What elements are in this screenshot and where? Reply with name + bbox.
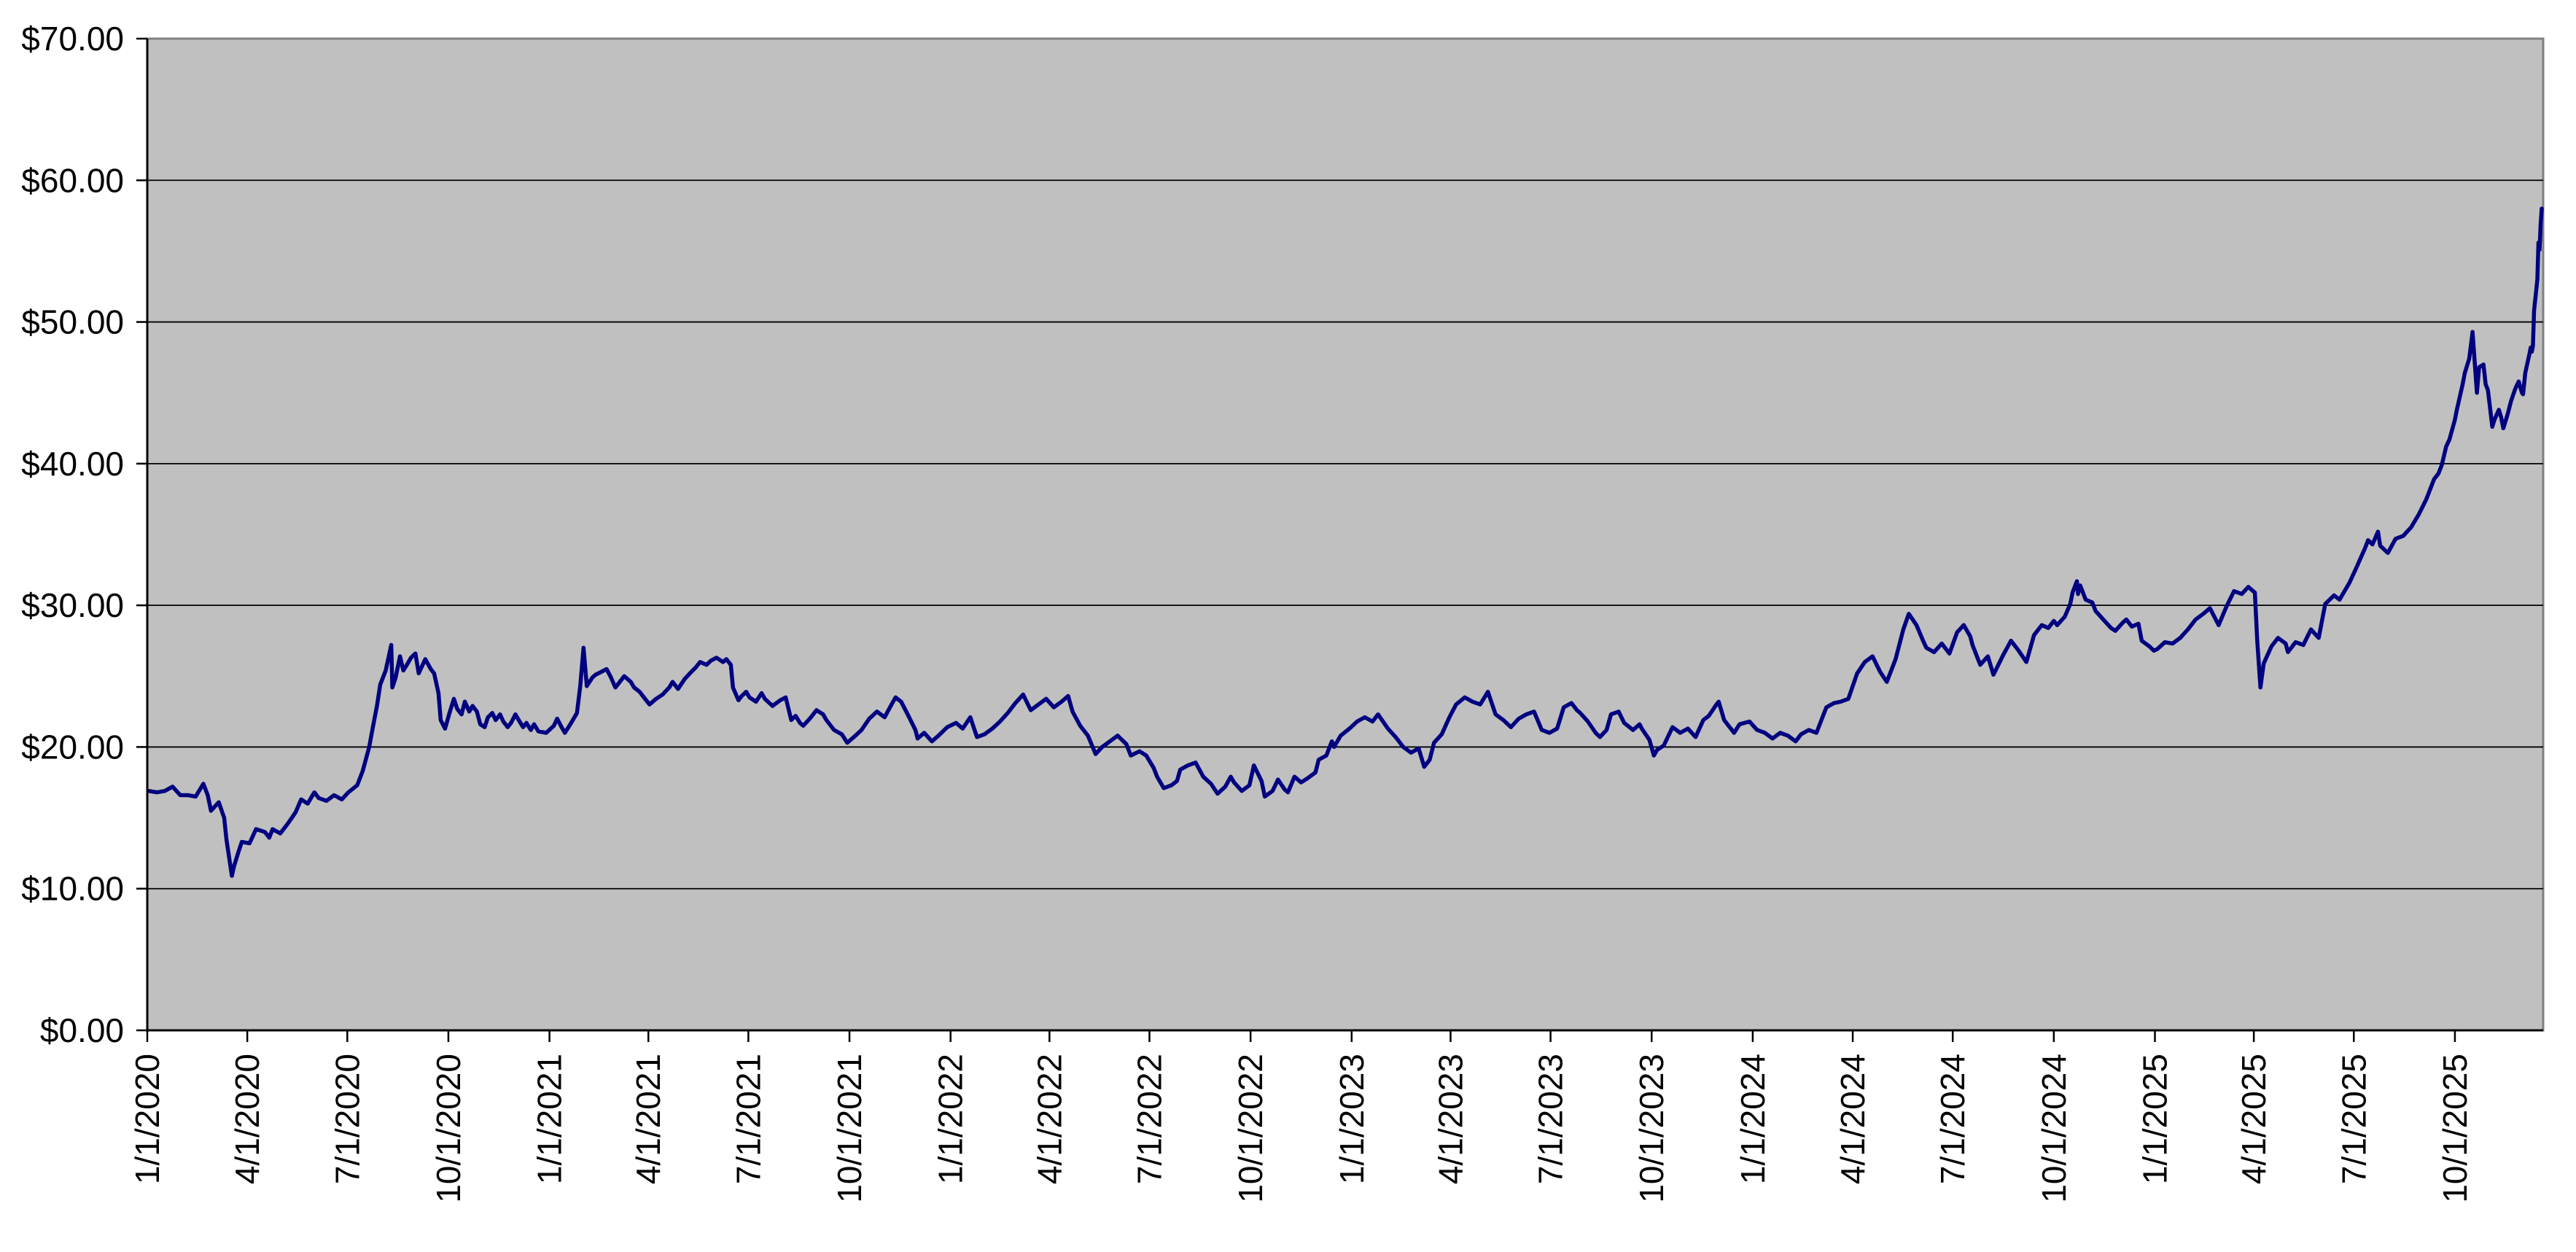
x-axis-tick-label: 10/1/2023 [1633, 1054, 1670, 1203]
plot-layer [146, 37, 2545, 1032]
axis-layer [136, 37, 2543, 1042]
x-axis-tick-label: 1/1/2021 [531, 1054, 569, 1184]
x-axis-tick-label: 10/1/2020 [429, 1054, 467, 1203]
x-axis-tick-label: 4/1/2023 [1431, 1054, 1469, 1184]
plot-area [146, 37, 2545, 1032]
y-axis-tick-label: $30.00 [21, 586, 124, 624]
y-axis-tick-label: $20.00 [21, 728, 124, 766]
y-axis-tick-label: $60.00 [21, 161, 124, 199]
x-axis-tick-label: 7/1/2020 [328, 1054, 366, 1184]
x-axis-tick-label: 1/1/2022 [932, 1054, 970, 1184]
x-axis-tick-label: 10/1/2025 [2436, 1054, 2474, 1203]
x-axis-tick-label: 7/1/2021 [729, 1054, 767, 1184]
x-axis-tick-label: 1/1/2023 [1333, 1054, 1371, 1184]
x-axis-tick-label: 1/1/2020 [128, 1054, 166, 1184]
x-axis-tick-label: 7/1/2025 [2335, 1054, 2373, 1184]
x-axis-tick-label: 10/1/2024 [2035, 1054, 2073, 1203]
y-axis-tick-label: $10.00 [21, 870, 124, 908]
y-axis-tick-label: $0.00 [40, 1011, 124, 1049]
price-line-series [146, 206, 2544, 878]
y-axis-tick-label: $70.00 [21, 20, 124, 58]
series-layer [146, 206, 2544, 878]
label-layer: $0.00 $10.00 $20.00 $30.00 $40.00 $50.00 $60.0… [21, 20, 2474, 1203]
x-axis-tick-label: 4/1/2024 [1834, 1054, 1872, 1184]
x-axis-tick-label: 10/1/2022 [1231, 1054, 1269, 1203]
x-axis-tick-label: 1/1/2025 [2136, 1054, 2174, 1184]
x-axis-tick-label: 1/1/2024 [1734, 1054, 1772, 1184]
x-axis-tick-label: 10/1/2021 [830, 1054, 868, 1203]
y-axis-tick-label: $50.00 [21, 303, 124, 341]
grid-layer [147, 179, 2543, 890]
y-axis-tick-label: $40.00 [21, 445, 124, 483]
x-axis-tick-label: 4/1/2025 [2235, 1054, 2273, 1184]
x-axis-tick-label: 7/1/2022 [1130, 1054, 1168, 1184]
x-axis-tick-label: 4/1/2021 [629, 1054, 667, 1184]
x-axis-tick-label: 7/1/2024 [1934, 1054, 1972, 1184]
x-axis-tick-label: 4/1/2020 [228, 1054, 266, 1184]
x-axis-tick-label: 4/1/2022 [1030, 1054, 1068, 1184]
x-axis-tick-label: 7/1/2023 [1532, 1054, 1570, 1184]
